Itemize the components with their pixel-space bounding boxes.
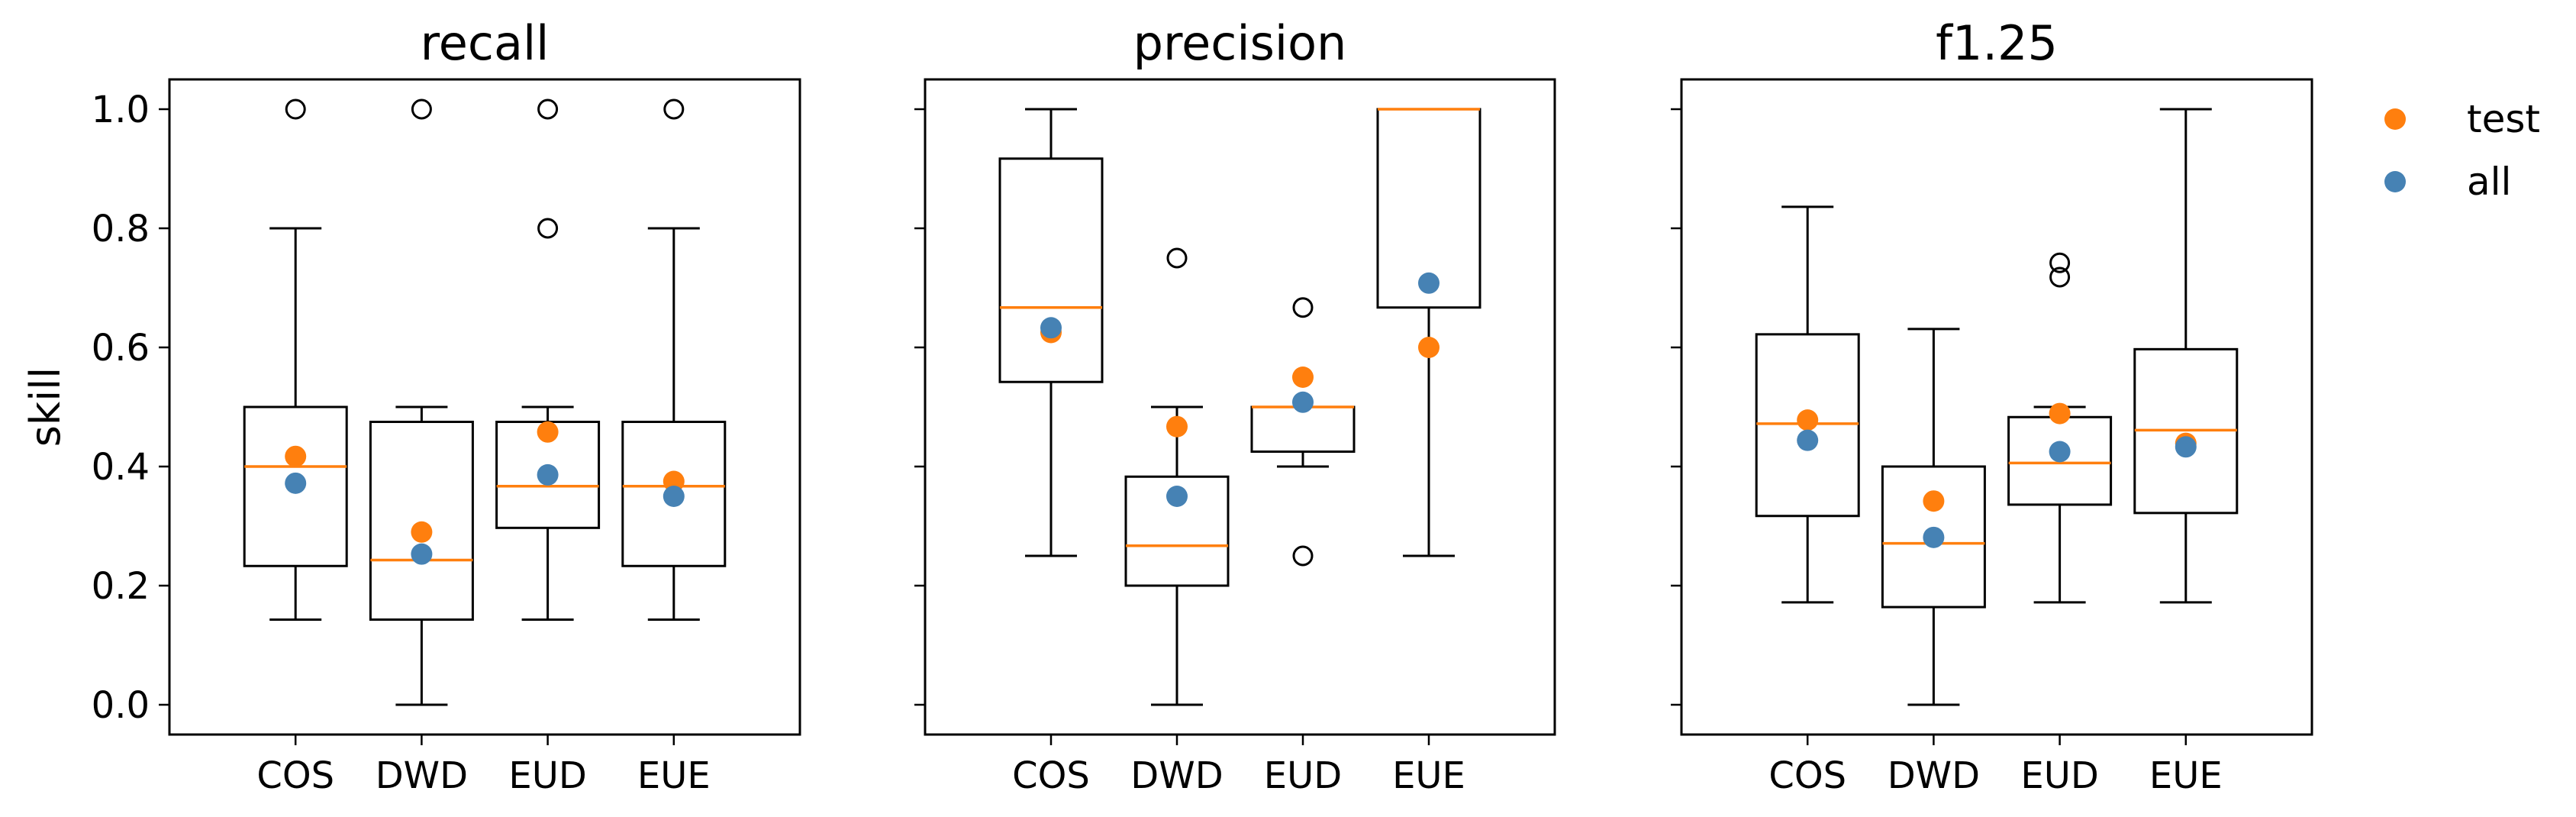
- box-dwd: DWD: [1881, 328, 1986, 797]
- legend-label-all: all: [2467, 160, 2511, 204]
- outlier-point: [2049, 252, 2071, 273]
- iqr-box: [1881, 465, 1986, 609]
- box-cos: COS: [1755, 205, 1860, 797]
- iqr-box: [1755, 333, 1860, 518]
- outlier-point: [1292, 545, 1314, 567]
- box-eud: EUD: [1250, 297, 1356, 797]
- axes-frame: [168, 78, 801, 736]
- x-tick-label: EUE: [1392, 754, 1465, 797]
- panel-precision: precision COS DWD EUD EUE: [914, 15, 1556, 797]
- y-tick-label: 0.4: [92, 446, 150, 489]
- panel-title: precision: [1133, 15, 1347, 71]
- x-tick-label: EUE: [2149, 754, 2223, 797]
- outlier-point: [411, 98, 432, 120]
- x-tick-label: COS: [1012, 754, 1090, 797]
- panel-title: recall: [421, 15, 550, 71]
- all-point: [1418, 272, 1440, 294]
- x-tick-label: EUD: [1264, 754, 1342, 797]
- all-point: [1797, 429, 1819, 451]
- box-eud: EUD: [2007, 252, 2113, 797]
- legend: test all: [2384, 97, 2540, 204]
- test-point: [411, 521, 433, 543]
- all-point: [1923, 526, 1945, 548]
- y-axis-label: skill: [21, 367, 69, 447]
- box-dwd: DWD: [1124, 247, 1230, 797]
- iqr-box: [998, 157, 1104, 383]
- all-point: [1166, 486, 1188, 507]
- all-point: [1292, 391, 1314, 413]
- legend-marker-test: [2384, 108, 2406, 130]
- iqr-box: [243, 405, 348, 567]
- box-eue: EUE: [1376, 108, 1481, 797]
- iqr-box: [1250, 405, 1356, 453]
- test-point: [1923, 490, 1945, 512]
- all-point: [2049, 441, 2071, 463]
- x-tick-label: DWD: [1130, 754, 1223, 797]
- test-point: [2049, 402, 2071, 425]
- outlier-point: [2049, 266, 2071, 288]
- all-point: [2175, 436, 2197, 458]
- outlier-point: [663, 98, 685, 120]
- test-point: [285, 445, 307, 467]
- x-tick-label: COS: [256, 754, 334, 797]
- test-point: [537, 421, 559, 443]
- x-tick-label: COS: [1768, 754, 1846, 797]
- legend-marker-all: [2384, 171, 2406, 192]
- box-eue: EUE: [621, 98, 727, 797]
- legend-label-test: test: [2467, 97, 2540, 141]
- all-point: [663, 486, 685, 507]
- test-point: [1166, 415, 1188, 438]
- y-tick-label: 0.8: [92, 208, 150, 250]
- box-eud: EUD: [495, 98, 601, 797]
- panel-title: f1.25: [1936, 15, 2058, 71]
- box-cos: COS: [998, 108, 1104, 797]
- box-cos: COS: [243, 98, 348, 797]
- y-tick-label: 0.2: [92, 565, 150, 608]
- x-tick-label: DWD: [376, 754, 468, 797]
- test-point: [1418, 337, 1440, 358]
- x-tick-label: EUE: [637, 754, 711, 797]
- iqr-box: [369, 421, 474, 621]
- test-point: [1292, 367, 1314, 388]
- iqr-box: [621, 421, 727, 567]
- outlier-point: [537, 218, 559, 239]
- all-point: [411, 543, 433, 565]
- x-tick-label: DWD: [1888, 754, 1980, 797]
- all-point: [537, 463, 559, 486]
- all-point: [1040, 317, 1062, 339]
- x-tick-label: EUD: [508, 754, 586, 797]
- axes-frame: [924, 78, 1556, 736]
- x-tick-label: EUD: [2020, 754, 2098, 797]
- panel-f1-25: f1.25 COS DWD EUD EUE: [1671, 15, 2313, 797]
- box-eue: EUE: [2133, 108, 2239, 797]
- test-point: [663, 470, 685, 492]
- y-tick-label: 0.0: [92, 684, 150, 727]
- y-tick-label: 0.6: [92, 327, 150, 370]
- iqr-box: [1124, 475, 1230, 587]
- test-point: [1797, 409, 1819, 431]
- y-tick-label: 1.0: [92, 89, 150, 131]
- axes-frame: [1680, 78, 2313, 736]
- panel-recall: recall 0.0 0.2 0.4 0.6 0.8 1.0 COS DWD EUD EUE: [92, 15, 801, 797]
- box-dwd: DWD: [369, 98, 474, 797]
- outlier-point: [1292, 297, 1314, 318]
- outlier-point: [537, 98, 559, 120]
- outlier-point: [1166, 247, 1188, 269]
- all-point: [285, 472, 307, 494]
- outlier-point: [285, 98, 306, 120]
